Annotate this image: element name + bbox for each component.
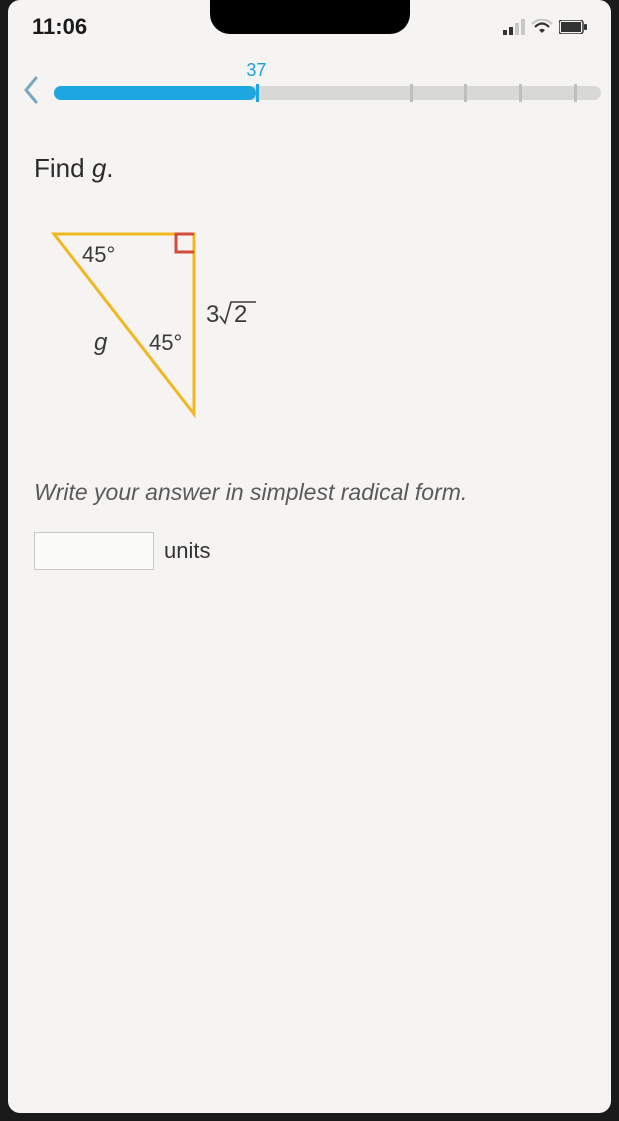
progress-label: 37 [246, 60, 266, 81]
svg-text:3: 3 [206, 301, 219, 328]
notch [210, 0, 410, 34]
answer-input[interactable] [34, 532, 154, 570]
progress-tick [410, 84, 413, 102]
back-button[interactable] [18, 76, 44, 109]
status-icons [503, 19, 587, 35]
hypotenuse-label: g [94, 329, 108, 356]
progress-tick [519, 84, 522, 102]
triangle-diagram: 45° 45° 3 2 g [34, 214, 585, 439]
units-label: units [164, 538, 210, 564]
content-area: Find g. 45° 45° 3 2 g Write your answer … [8, 123, 611, 600]
phone-screen: 11:06 37 Find g. [8, 0, 611, 1113]
instruction-text: Write your answer in simplest radical fo… [34, 479, 585, 506]
battery-icon [559, 20, 587, 34]
angle-top-label: 45° [82, 242, 115, 267]
progress-track [54, 86, 601, 100]
angle-bottom-label: 45° [149, 330, 182, 355]
progress-row: 37 [8, 48, 611, 123]
side-opposite-label: 3 2 [206, 301, 256, 328]
signal-icon [503, 19, 525, 35]
progress-tick [256, 84, 259, 102]
status-time: 11:06 [32, 14, 87, 40]
progress-tick [574, 84, 577, 102]
wifi-icon [531, 19, 553, 35]
question-prompt: Find g. [34, 153, 585, 184]
prompt-variable: g [92, 153, 106, 183]
progress-bar[interactable]: 37 [54, 86, 601, 100]
progress-fill [54, 86, 256, 100]
prompt-text: Find [34, 153, 92, 183]
answer-row: units [34, 532, 585, 570]
progress-tick [464, 84, 467, 102]
chevron-left-icon [22, 76, 40, 104]
prompt-suffix: . [106, 153, 113, 183]
svg-text:2: 2 [234, 301, 247, 328]
